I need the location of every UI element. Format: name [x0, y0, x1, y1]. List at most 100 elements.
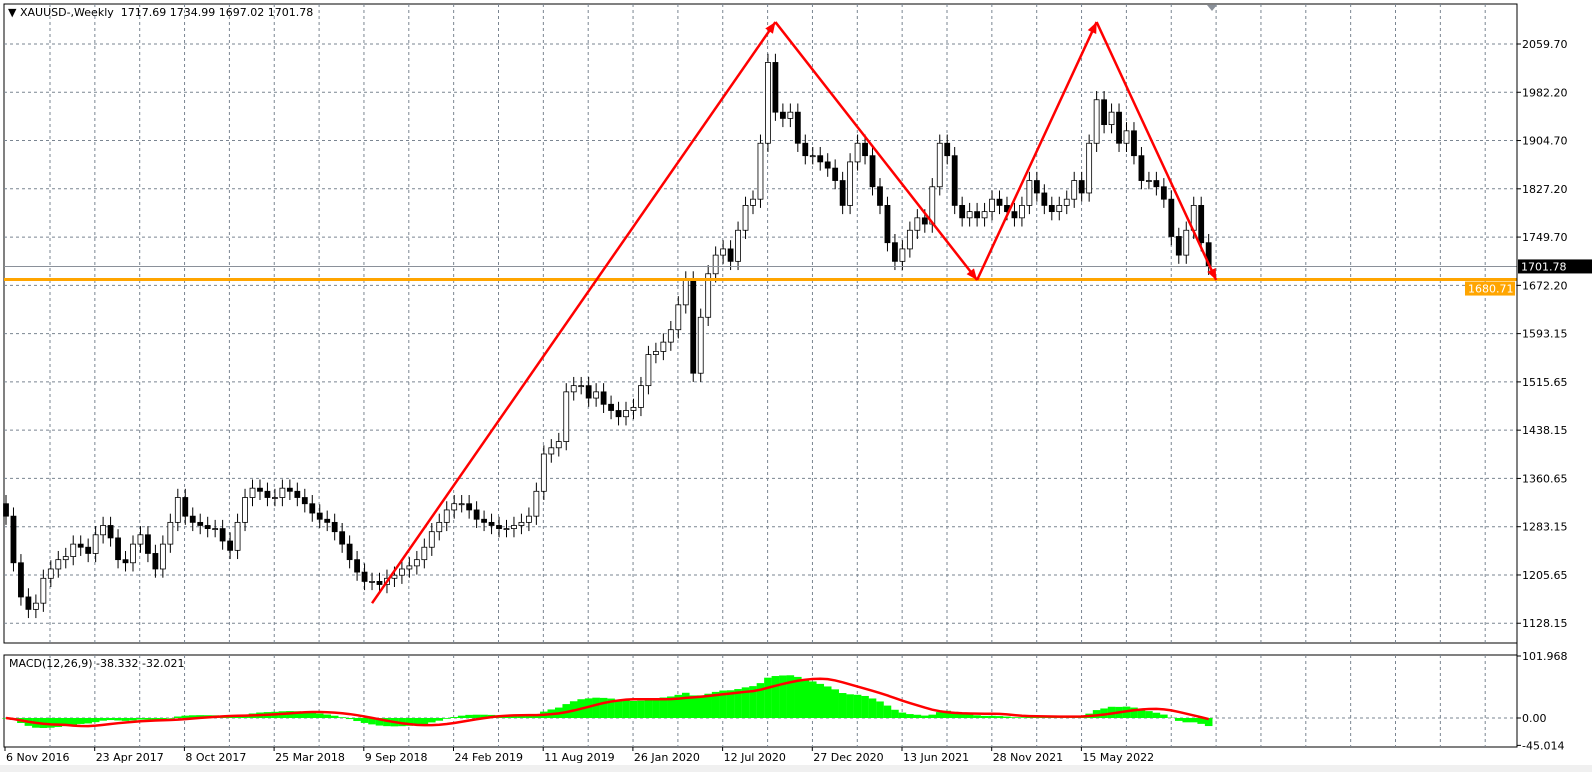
candle	[1063, 190, 1070, 215]
y-tick-label: 1827.20	[1522, 183, 1568, 196]
candle-body	[1116, 111, 1122, 144]
macd-histogram-bar	[181, 715, 190, 718]
candle	[1123, 122, 1130, 152]
y-tick-label: 1904.70	[1522, 135, 1568, 148]
macd-histogram-bar	[988, 715, 996, 718]
candle-body	[540, 453, 547, 492]
candle	[1071, 171, 1078, 208]
candle	[1198, 196, 1205, 252]
candle-body	[219, 528, 226, 542]
candle	[294, 482, 301, 507]
candle-body	[316, 512, 323, 520]
macd-histogram-bar	[84, 718, 92, 724]
candle	[660, 333, 667, 361]
candle	[690, 271, 697, 382]
candle-body	[1078, 180, 1085, 194]
candle-body	[1026, 180, 1033, 206]
y-tick-label: 1205.65	[1522, 569, 1568, 582]
macd-histogram-bar	[517, 715, 526, 718]
candle-body	[974, 211, 980, 219]
candle	[286, 479, 293, 500]
macd-header: MACD(12,26,9) -38.332 -32.021	[9, 657, 184, 670]
candle	[47, 560, 54, 588]
candle	[272, 488, 278, 507]
macd-histogram-bar	[1100, 708, 1108, 718]
macd-histogram-bar	[121, 718, 130, 721]
candle	[1033, 171, 1040, 202]
candle	[227, 532, 234, 560]
candle-body	[787, 111, 794, 119]
candle	[309, 495, 316, 522]
macd-signal-line	[5, 677, 1209, 728]
chart-shift-icon	[1207, 5, 1217, 11]
macd-y-tick-label: 101.968	[1522, 650, 1568, 663]
macd-histogram-bar	[353, 718, 361, 722]
candle-body	[892, 242, 898, 262]
menu-triangle-icon[interactable]: ▼	[8, 6, 20, 19]
candle	[869, 146, 876, 196]
candle	[892, 233, 898, 271]
macd-histogram-bar	[76, 718, 85, 724]
candle	[794, 103, 801, 152]
candle-body	[862, 142, 868, 157]
x-tick-label: 28 Nov 2021	[993, 751, 1063, 764]
candle-body	[720, 248, 727, 256]
candle	[1048, 196, 1055, 221]
macd-histogram-bar	[637, 700, 645, 718]
candle-body	[174, 497, 181, 523]
macd-histogram-bar	[1182, 718, 1191, 723]
candle	[77, 535, 84, 556]
candle-body	[585, 385, 592, 399]
macd-histogram-bar	[465, 714, 473, 718]
macd-label: MACD(12,26,9)	[9, 657, 93, 670]
candle-body	[944, 142, 951, 157]
macd-histogram-bar	[91, 718, 100, 723]
macd-histogram-bar	[659, 697, 668, 718]
macd-histogram-bar	[741, 687, 750, 718]
macd-histogram-bar	[1137, 709, 1146, 718]
candle-body	[772, 62, 779, 113]
macd-histogram-bar	[480, 714, 488, 718]
candle-body	[264, 490, 271, 498]
macd-histogram-bar	[599, 697, 608, 718]
candle	[421, 538, 428, 569]
macd-histogram-bar	[330, 715, 339, 718]
candle	[1093, 91, 1100, 152]
candle	[339, 522, 346, 553]
macd-histogram-bar	[681, 692, 690, 718]
macd-histogram-bar	[226, 716, 234, 718]
macd-histogram-bar	[831, 689, 839, 718]
candle	[720, 240, 727, 264]
x-tick-label: 15 May 2022	[1082, 751, 1154, 764]
candle-body	[705, 273, 712, 318]
candle-body	[399, 568, 405, 576]
macd-histogram-bar	[457, 715, 466, 718]
candle-body	[10, 515, 17, 564]
macd-histogram-bar	[301, 711, 309, 718]
macd-histogram-bar	[592, 697, 600, 718]
candle	[130, 535, 136, 572]
macd-histogram-bar	[450, 717, 458, 718]
candle	[1116, 103, 1122, 152]
candle	[107, 516, 114, 547]
candle	[331, 513, 338, 541]
candle-body	[376, 581, 383, 585]
candle	[1101, 91, 1107, 134]
candle	[563, 383, 570, 451]
macd-histogram-bar	[749, 686, 757, 718]
macd-histogram-bar	[136, 718, 145, 720]
macd-histogram-bar	[99, 718, 107, 721]
candle-body	[727, 248, 734, 262]
y-tick-label: 1360.65	[1522, 472, 1568, 485]
candle-body	[503, 528, 510, 530]
macd-histogram-bar	[129, 718, 137, 721]
ohlc-low: 1697.02	[218, 6, 265, 19]
candle-body	[578, 385, 585, 388]
candle	[585, 376, 592, 407]
support-price-label: 1680.71	[1468, 283, 1514, 296]
candle	[877, 178, 883, 215]
y-tick-label: 2059.70	[1522, 38, 1568, 51]
macd-histogram-bar	[360, 718, 369, 723]
candle	[1078, 171, 1085, 202]
